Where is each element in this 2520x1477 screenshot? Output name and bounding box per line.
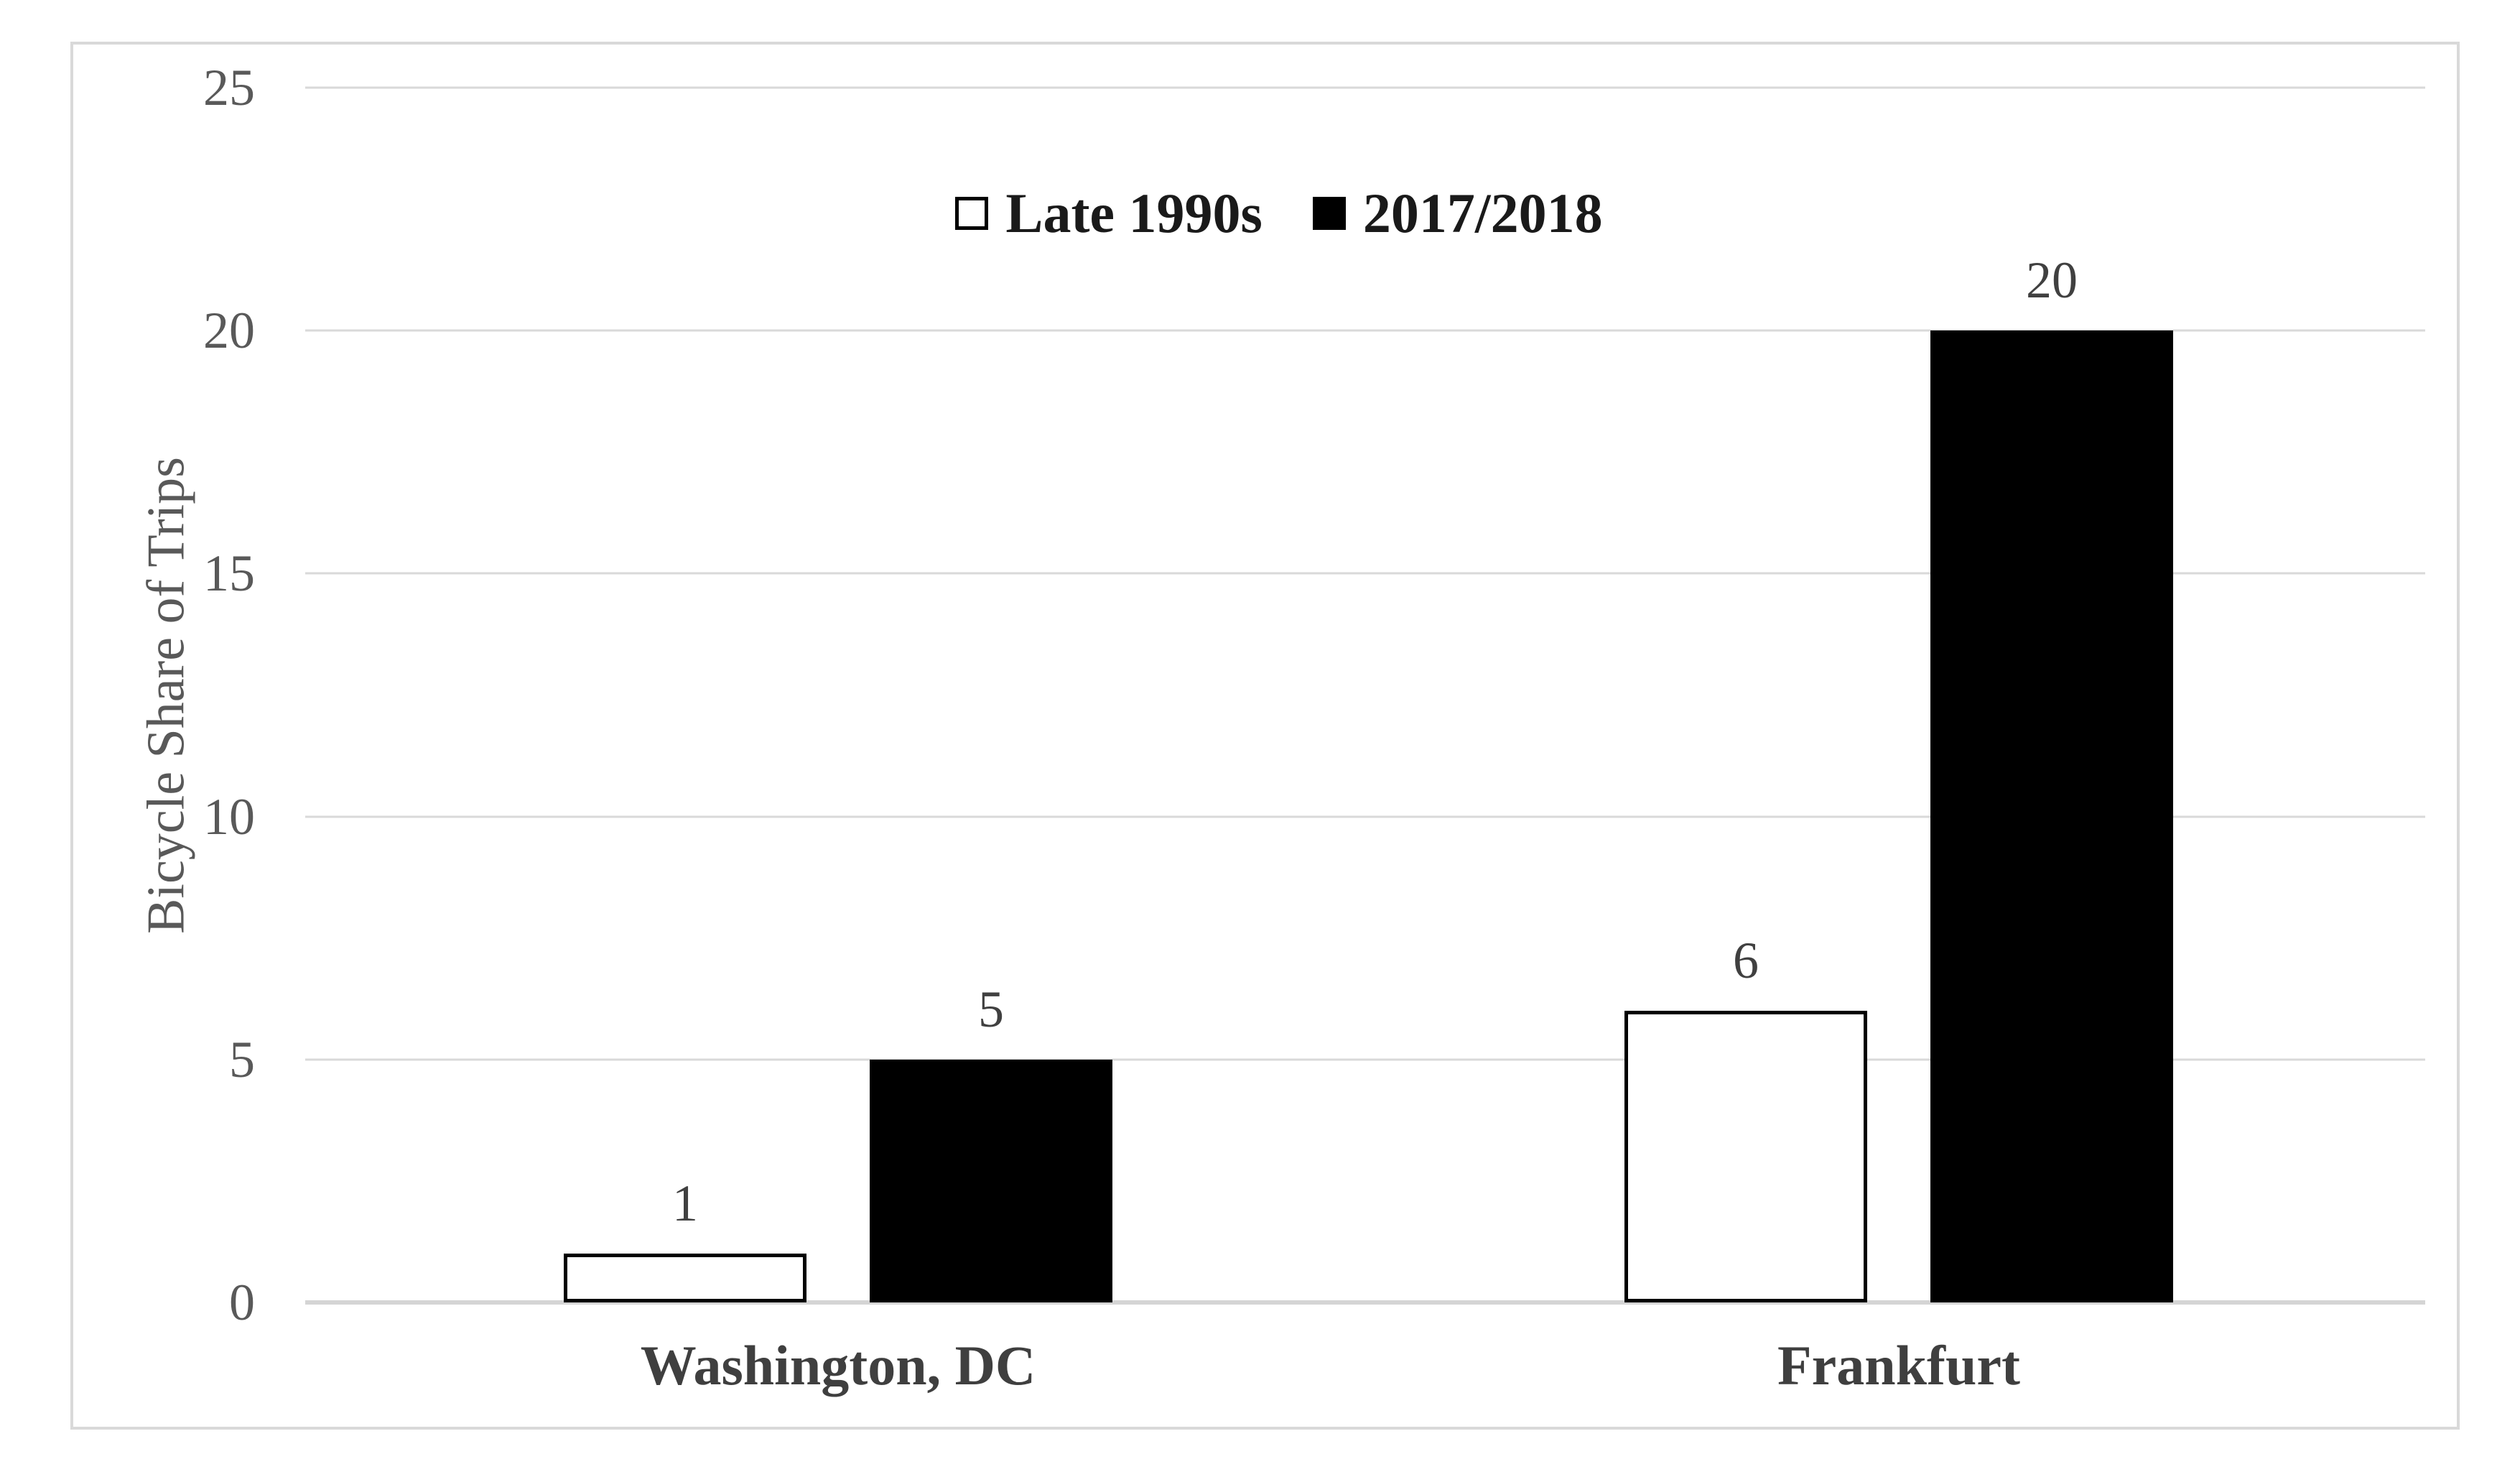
category-label-frankfurt: Frankfurt (1777, 1334, 2020, 1397)
legend-label-2017-2018: 2017/2018 (1362, 182, 1603, 244)
bar-frankfurt-2017-2018 (1930, 330, 2173, 1302)
data-label: 20 (2026, 251, 2078, 310)
y-tick-label-0: 0 (229, 1274, 255, 1331)
gridline-20 (305, 329, 2425, 332)
bar-group-frankfurt-2017-2018: 20 (1930, 254, 2173, 1302)
bar-group-washington-late-1990s: 1 (564, 1177, 806, 1302)
legend-marker-2017-2018-icon (1312, 197, 1346, 230)
data-label: 1 (672, 1175, 698, 1233)
x-axis-line (305, 1300, 2425, 1305)
y-tick-label-10: 10 (203, 788, 255, 846)
gridline-5 (305, 1058, 2425, 1061)
bar-washington-late-1990s (564, 1254, 806, 1302)
data-label: 5 (978, 980, 1004, 1038)
bar-frankfurt-late-1990s (1624, 1011, 1867, 1302)
bar-washington-2017-2018 (870, 1059, 1112, 1302)
y-tick-label-25: 25 (203, 59, 255, 116)
y-tick-label-20: 20 (203, 302, 255, 359)
y-tick-label-5: 5 (229, 1031, 255, 1088)
gridline-10 (305, 815, 2425, 818)
y-axis-tick-labels: 0 5 10 15 20 25 (70, 62, 255, 1328)
bar-group-frankfurt-late-1990s: 6 (1624, 935, 1867, 1302)
gridline-25 (305, 86, 2425, 89)
gridline-15 (305, 572, 2425, 575)
legend: Late 1990s 2017/2018 (219, 185, 2339, 241)
bar-group-washington-2017-2018: 5 (870, 983, 1112, 1302)
y-tick-label-15: 15 (203, 545, 255, 602)
legend-item-2017-2018: 2017/2018 (1312, 182, 1603, 244)
legend-marker-late-1990s-icon (955, 197, 989, 230)
plot-area: 1 5 6 20 (305, 86, 2425, 1305)
legend-item-late-1990s: Late 1990s (955, 182, 1263, 244)
category-label-washington-dc: Washington, DC (640, 1334, 1036, 1397)
data-label: 6 (1733, 932, 1759, 990)
legend-label-late-1990s: Late 1990s (1005, 182, 1263, 244)
